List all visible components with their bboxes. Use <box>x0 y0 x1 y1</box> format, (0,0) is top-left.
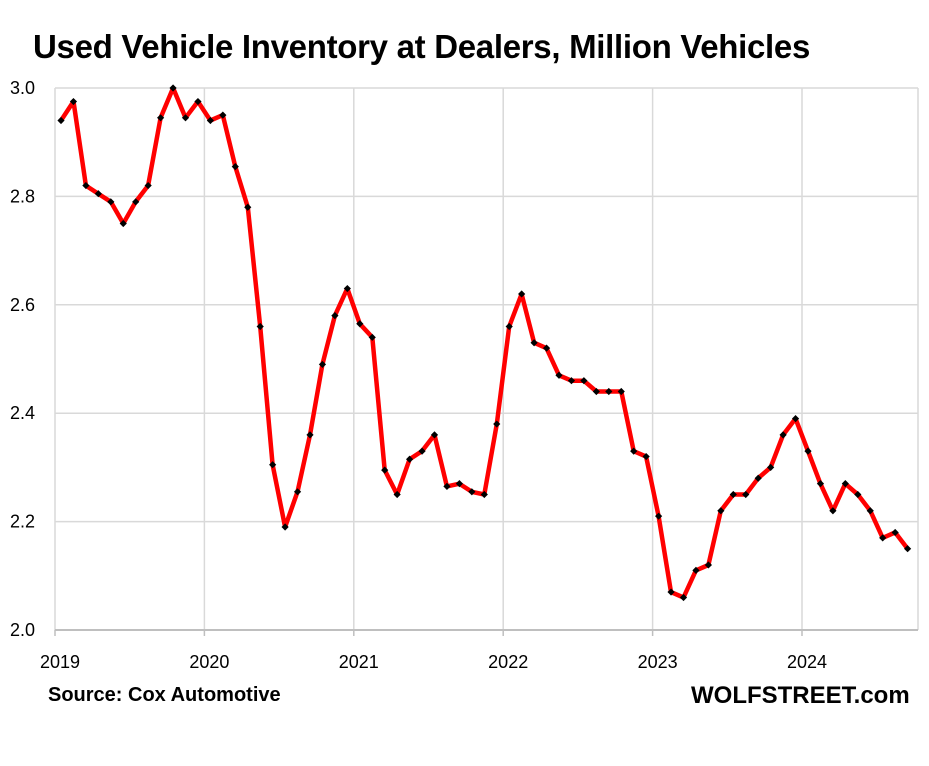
x-tick-label: 2021 <box>339 652 379 672</box>
data-point <box>306 431 314 439</box>
data-point <box>231 162 239 171</box>
data-point <box>779 431 787 439</box>
data-point <box>567 377 576 385</box>
data-point <box>542 344 551 352</box>
data-point <box>107 198 115 206</box>
data-point <box>891 528 899 537</box>
data-point <box>219 111 227 119</box>
data-point <box>57 116 65 125</box>
data-point <box>729 490 737 499</box>
data-point <box>816 480 825 488</box>
y-axis-ticks: 2.0 2.2 2.4 2.6 2.8 3.0 <box>10 78 35 640</box>
data-point <box>119 219 127 228</box>
data-point <box>256 322 264 331</box>
data-point <box>69 97 78 106</box>
y-tick-label: 2.2 <box>10 512 35 532</box>
data-point <box>194 97 202 106</box>
data-point <box>518 290 526 298</box>
data-point <box>293 488 302 496</box>
data-point <box>157 114 165 122</box>
data-point <box>144 181 152 190</box>
data-point <box>281 523 289 531</box>
data-point <box>804 447 812 455</box>
data-point <box>704 561 712 569</box>
data-point <box>269 461 277 469</box>
data-point <box>318 360 327 369</box>
data-point <box>829 507 837 515</box>
data-point <box>480 490 488 499</box>
data-point <box>206 116 214 125</box>
y-tick-label: 2.0 <box>10 620 35 640</box>
data-point <box>381 466 389 474</box>
data-point <box>406 455 414 463</box>
x-tick-label: 2022 <box>488 652 528 672</box>
data-point <box>679 593 688 602</box>
data-point <box>630 447 638 455</box>
data-point <box>904 545 912 553</box>
y-tick-label: 2.8 <box>10 186 35 206</box>
x-tick-label: 2019 <box>40 652 80 672</box>
data-point <box>82 181 90 190</box>
y-tick-label: 3.0 <box>10 78 35 98</box>
data-point <box>754 474 762 482</box>
data-point <box>854 490 862 499</box>
data-point <box>791 415 800 423</box>
data-point <box>368 333 376 341</box>
data-point <box>642 452 650 461</box>
data-point <box>468 488 476 496</box>
data-point <box>717 507 725 515</box>
data-point <box>692 566 700 574</box>
data-point <box>592 387 600 396</box>
axes <box>54 629 918 636</box>
y-tick-label: 2.6 <box>10 295 35 315</box>
x-axis-ticks: 2019 2020 2021 2022 2023 2024 <box>40 652 827 672</box>
grid-lines <box>54 87 919 630</box>
data-point <box>443 482 451 490</box>
data-point <box>132 198 140 206</box>
x-tick-label: 2024 <box>787 652 827 672</box>
data-point <box>879 534 887 542</box>
data-point <box>530 339 538 347</box>
data-point <box>244 203 252 211</box>
data-point <box>343 284 351 293</box>
y-tick-label: 2.4 <box>10 403 35 423</box>
data-point <box>94 190 102 198</box>
data-point <box>181 114 190 122</box>
data-point <box>866 507 874 515</box>
source-note: Source: Cox Automotive <box>48 684 281 706</box>
data-point <box>169 84 177 92</box>
data-point <box>356 320 364 328</box>
data-point <box>742 490 750 499</box>
x-tick-label: 2023 <box>638 652 678 672</box>
data-point <box>505 322 513 331</box>
data-point <box>418 447 426 455</box>
brand-watermark: WOLFSTREET.com <box>691 682 910 709</box>
chart-title: Used Vehicle Inventory at Dealers, Milli… <box>33 28 811 65</box>
data-point <box>580 377 588 385</box>
data-point <box>555 371 563 379</box>
data-point <box>605 387 613 396</box>
data-point <box>393 490 401 499</box>
data-point <box>430 431 439 439</box>
data-point <box>655 512 663 520</box>
data-point <box>841 480 849 488</box>
data-point <box>493 420 501 428</box>
data-point <box>667 588 675 596</box>
x-tick-label: 2020 <box>189 652 229 672</box>
data-markers <box>57 84 912 602</box>
data-point <box>455 480 463 488</box>
data-point <box>617 387 625 396</box>
data-point <box>331 312 339 320</box>
data-point <box>767 463 775 471</box>
